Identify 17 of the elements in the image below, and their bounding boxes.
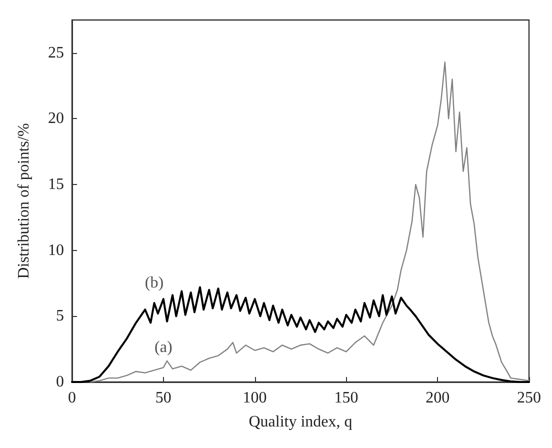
- y-tick-label: 15: [48, 176, 64, 194]
- line-series: [90, 62, 530, 383]
- y-tick-label: 20: [48, 110, 64, 128]
- x-tick-label: 0: [68, 390, 76, 406]
- y-tick-label: 10: [48, 242, 64, 259]
- x-tick-label: 250: [517, 390, 541, 406]
- x-tick-label: 50: [155, 390, 172, 406]
- y-tick-label: 25: [48, 44, 64, 62]
- annotation: (a): [154, 339, 172, 356]
- x-tick-label: 200: [426, 390, 450, 406]
- annotation: (b): [144, 274, 164, 292]
- x-tick-label: 100: [242, 390, 267, 406]
- x-tick-label: 150: [334, 390, 358, 406]
- y-tick-label: 0: [56, 374, 64, 390]
- x-axis-title: Quality index, q: [248, 414, 352, 430]
- y-axis-title: Distribution of points/%: [16, 123, 32, 279]
- y-tick-label: 5: [56, 308, 64, 325]
